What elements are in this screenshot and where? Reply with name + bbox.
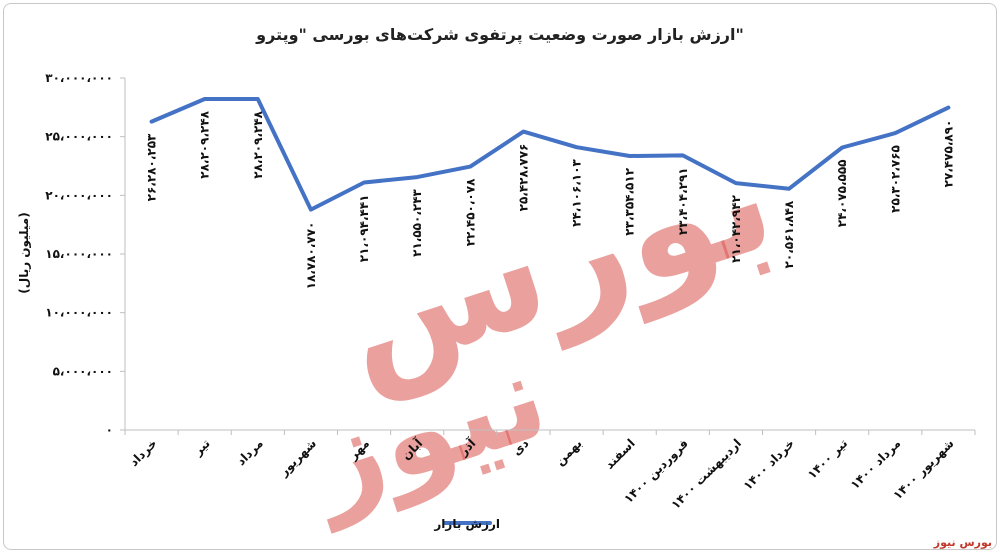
x-tick-label: مرداد — [234, 436, 266, 468]
x-tick-label: تیر ۱۴۰۰ — [805, 436, 850, 481]
y-tick-label: ۱۵،۰۰۰،۰۰۰ — [45, 247, 113, 261]
data-label: ۲۶،۲۸۰،۲۵۳ — [145, 133, 159, 201]
x-tick-label: خرداد ۱۴۰۰ — [741, 436, 798, 493]
watermark: بورس نیوز — [288, 110, 793, 534]
x-tick-label: تیر — [190, 436, 213, 459]
data-label: ۲۷،۴۷۵،۸۹۰ — [941, 120, 955, 188]
y-axis-label: (میلیون ریال) — [17, 212, 32, 293]
data-label: ۲۳،۳۵۴،۵۱۲ — [623, 167, 637, 235]
data-label: ۲۵،۳۰۲،۷۶۵ — [888, 145, 902, 213]
data-label: ۲۸،۲۰۹،۲۴۸ — [251, 110, 265, 178]
data-label: ۲۸،۲۰۹،۲۴۸ — [198, 110, 212, 178]
data-label: ۱۸،۷۸۰،۷۷۰ — [304, 222, 318, 290]
axes — [120, 77, 976, 435]
x-tick-label: خرداد — [127, 436, 160, 469]
y-tick-label: ۳۰،۰۰۰،۰۰۰ — [45, 71, 113, 85]
y-tick-labels: ۰ ۵،۰۰۰،۰۰۰ ۱۰،۰۰۰،۰۰۰ ۱۵،۰۰۰،۰۰۰ ۲۰،۰۰۰،۰۰۰… — [45, 71, 113, 437]
x-tick-label: اسفند — [602, 436, 638, 472]
chart-frame — [3, 3, 997, 550]
series-line — [149, 97, 951, 212]
data-label: ۲۳،۴۰۴،۲۹۱ — [676, 167, 690, 235]
data-labels: ۲۶،۲۸۰،۲۵۳ ۲۸،۲۰۹،۲۴۸ ۲۸،۲۰۹،۲۴۸ ۱۸،۷۸۰،۷۷۰… — [145, 110, 956, 289]
legend-label: ارزش بازار — [433, 517, 500, 531]
x-tick-label: مرداد ۱۴۰۰ — [848, 436, 904, 492]
y-tick-label: ۵،۰۰۰،۰۰۰ — [53, 364, 113, 378]
data-label: ۲۲،۴۵۰،۰۷۸ — [463, 178, 477, 246]
brand-corner-label: بورس نیوز — [933, 536, 992, 549]
data-label: ۲۱،۰۴۲،۹۴۲ — [729, 194, 743, 262]
data-label: ۲۵،۴۲۸،۷۷۶ — [516, 144, 530, 212]
data-label: ۲۱،۰۹۴،۴۴۱ — [357, 194, 371, 262]
chart-title: ارزش بازار صورت وضعیت پرتفوی شرکت‌های بو… — [255, 25, 744, 45]
x-tick-label: بهمن — [553, 436, 585, 468]
data-label: ۲۱،۵۵۰،۲۴۳ — [410, 188, 424, 256]
y-tick-label: ۱۰،۰۰۰،۰۰۰ — [45, 306, 113, 320]
data-label: ۲۴،۱۰۶،۱۰۳ — [570, 158, 584, 226]
series-layer — [149, 97, 951, 212]
y-tick-label: ۲۰،۰۰۰،۰۰۰ — [45, 188, 113, 202]
legend: ارزش بازار — [433, 517, 500, 531]
y-tick-label: ۲۵،۰۰۰،۰۰۰ — [45, 130, 113, 144]
y-tick-label: ۰ — [106, 423, 113, 437]
data-label: ۲۰،۵۶۱،۸۴۸ — [782, 200, 796, 268]
data-label: ۲۴،۰۷۵،۵۵۵ — [835, 160, 849, 228]
